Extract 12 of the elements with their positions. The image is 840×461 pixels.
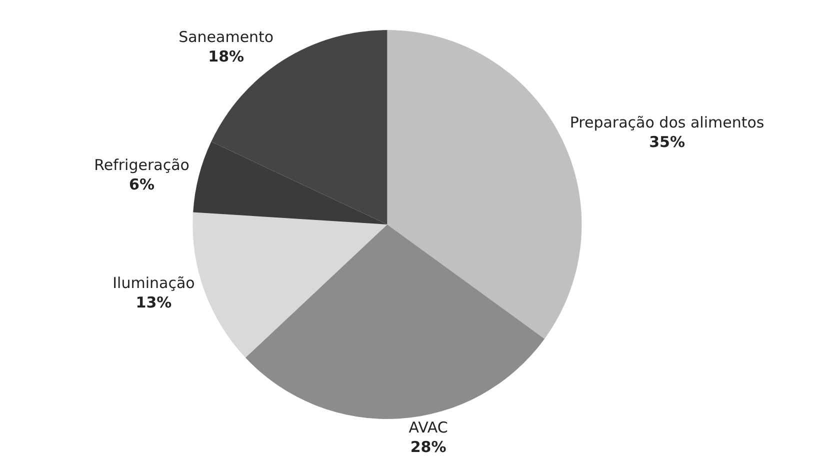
data-label: 18%	[208, 48, 244, 66]
slice-label: Saneamento	[178, 28, 274, 46]
data-label: 28%	[410, 438, 446, 456]
data-label: 35%	[649, 133, 685, 152]
slice-label: Refrigeração	[94, 156, 190, 174]
data-label: 13%	[136, 293, 172, 312]
slice-label: AVAC	[408, 418, 448, 437]
slice-label: Iluminação	[112, 274, 195, 292]
slice-label: Preparação dos alimentos	[570, 114, 764, 132]
pie-slice	[245, 224, 545, 419]
data-label: 6%	[129, 176, 155, 194]
pie-slice	[192, 212, 388, 358]
